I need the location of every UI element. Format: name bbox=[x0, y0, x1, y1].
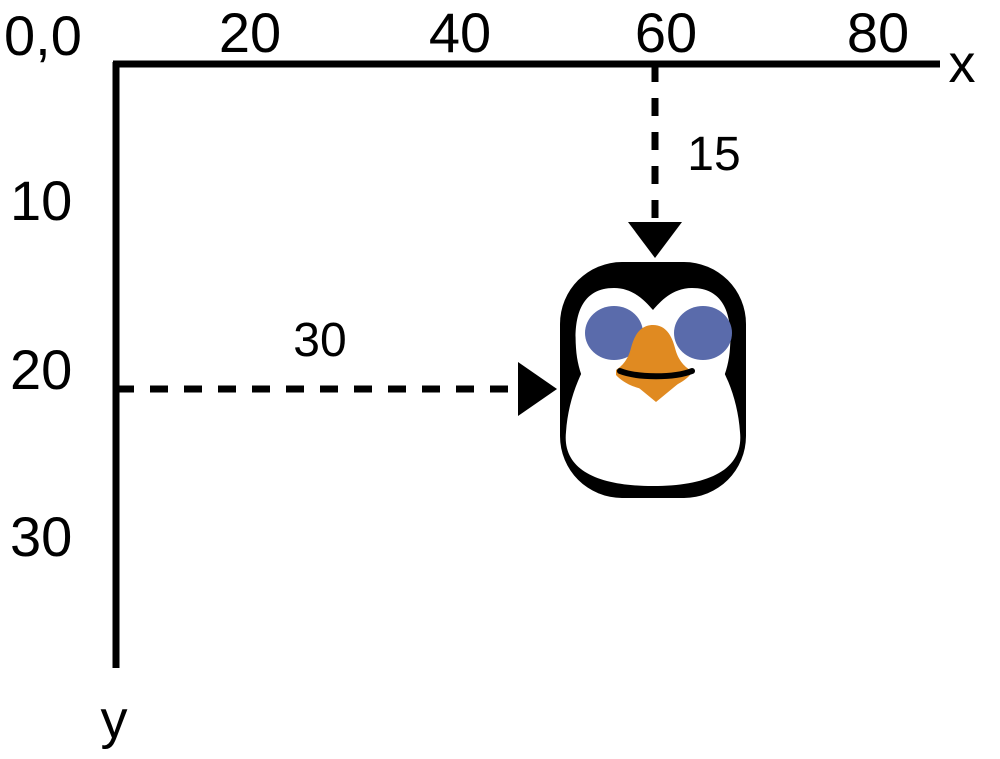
x-tick-label-60: 60 bbox=[635, 1, 697, 64]
horizontal-arrowhead bbox=[518, 362, 557, 416]
horizontal-measure-arrow bbox=[116, 362, 557, 416]
y-tick-label-30: 30 bbox=[10, 505, 72, 568]
x-tick-label-80: 80 bbox=[847, 1, 909, 64]
vertical-arrowhead bbox=[628, 222, 682, 258]
horizontal-measure-label: 30 bbox=[293, 314, 346, 367]
y-tick-label-20: 20 bbox=[10, 338, 72, 401]
origin-label: 0,0 bbox=[4, 4, 82, 67]
x-tick-label-40: 40 bbox=[429, 1, 491, 64]
x-axis-name: x bbox=[949, 34, 976, 94]
y-axis-name: y bbox=[101, 690, 128, 750]
penguin-left-eye bbox=[585, 306, 643, 360]
axes-group bbox=[112, 60, 940, 668]
vertical-measure-arrow bbox=[628, 64, 682, 258]
penguin-beak-lower bbox=[622, 374, 690, 402]
y-tick-label-10: 10 bbox=[10, 169, 72, 232]
vertical-measure-label: 15 bbox=[687, 128, 740, 181]
penguin-right-eye bbox=[674, 306, 732, 360]
x-tick-label-20: 20 bbox=[219, 1, 281, 64]
penguin-figure bbox=[560, 262, 746, 498]
penguin-mouth bbox=[617, 368, 695, 380]
